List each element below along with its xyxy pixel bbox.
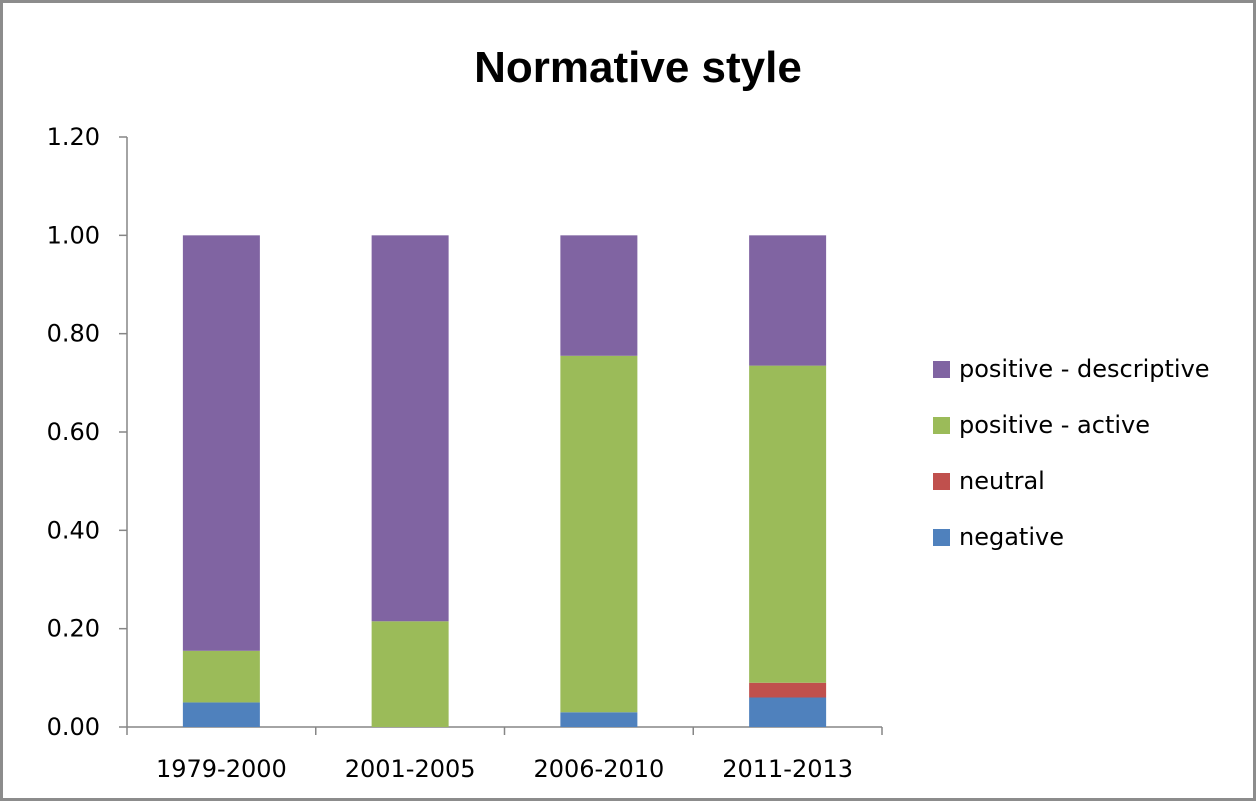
- legend-swatch: [933, 361, 950, 378]
- legend-item: positive - active: [933, 411, 1150, 439]
- bar-segment-negative: [182, 702, 260, 727]
- y-tick-label: 1.20: [47, 123, 100, 151]
- bar-segment-positive-active: [182, 650, 260, 703]
- bar-segment-positive-active: [749, 365, 827, 683]
- legend-label: positive - active: [959, 411, 1150, 439]
- legend-label: neutral: [959, 467, 1045, 495]
- x-category-label: 2006-2010: [533, 755, 664, 783]
- axes: 0.00 0.20 0.40 0.60 0.80 1.00 1.20 1979-2000 200…: [47, 123, 883, 783]
- x-category-label: 2001-2005: [345, 755, 476, 783]
- bars: [182, 235, 827, 727]
- legend-swatch: [933, 417, 950, 434]
- legend-item: neutral: [933, 467, 1045, 495]
- legend: positive - descriptive positive - active n…: [933, 355, 1210, 551]
- legend-item: negative: [933, 523, 1064, 551]
- bar-segment-neutral: [749, 682, 827, 698]
- y-tick-label: 0.00: [47, 713, 100, 741]
- bar-segment-positive-descriptive: [560, 235, 638, 356]
- y-tick-label: 1.00: [47, 221, 100, 249]
- bar-segment-positive-descriptive: [371, 235, 449, 622]
- bar-segment-positive-descriptive: [182, 235, 260, 651]
- y-tick-label: 0.40: [47, 516, 100, 544]
- y-tick-label: 0.60: [47, 418, 100, 446]
- chart-title: Normative style: [474, 43, 802, 92]
- legend-label: positive - descriptive: [959, 355, 1210, 383]
- y-tick-label: 0.80: [47, 320, 100, 348]
- bar-segment-positive-active: [371, 621, 449, 727]
- legend-swatch: [933, 529, 950, 546]
- bar-segment-positive-active: [560, 355, 638, 713]
- legend-item: positive - descriptive: [933, 355, 1210, 383]
- bar-segment-negative: [560, 712, 638, 727]
- bar-segment-positive-descriptive: [749, 235, 827, 366]
- x-category-label: 2011-2013: [722, 755, 853, 783]
- bar-segment-negative: [749, 697, 827, 727]
- y-tick-label: 0.20: [47, 615, 100, 643]
- legend-label: negative: [959, 523, 1064, 551]
- legend-swatch: [933, 473, 950, 490]
- x-category-label: 1979-2000: [156, 755, 287, 783]
